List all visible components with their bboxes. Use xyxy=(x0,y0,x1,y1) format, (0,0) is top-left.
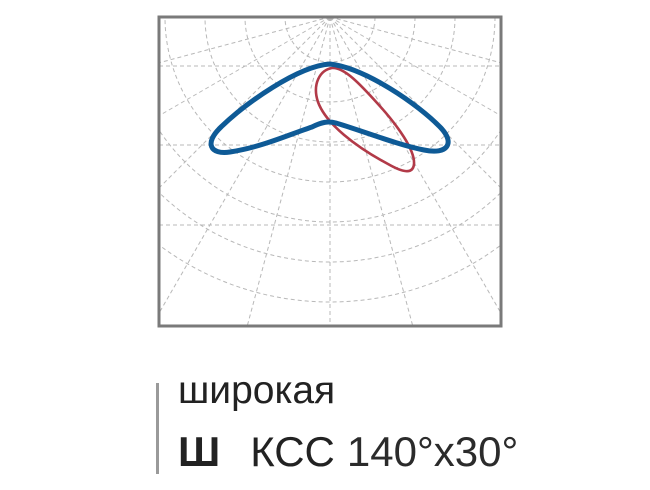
caption-code-line: Ш КСС 140°x30° xyxy=(178,428,518,478)
grid-radial-line xyxy=(159,17,331,117)
curve-label: КСС xyxy=(250,428,335,475)
grid-radial-line xyxy=(159,17,331,189)
polar-light-distribution-diagram xyxy=(157,15,503,328)
distribution-code: Ш xyxy=(178,428,221,475)
polar-grid xyxy=(159,17,501,326)
beam-angles: 140°x30° xyxy=(346,428,519,475)
grid-radial-line xyxy=(329,17,501,189)
grid-radial-line xyxy=(246,17,331,326)
caption-accent-bar xyxy=(156,383,159,474)
diagram-frame xyxy=(157,15,503,328)
grid-radial-line xyxy=(329,17,414,326)
grid-circle xyxy=(204,17,456,143)
transverse-curve-140deg xyxy=(208,61,451,155)
grid-radial-line xyxy=(329,17,501,64)
distribution-type-label: широкая xyxy=(178,369,336,412)
grid-radial-line xyxy=(329,17,501,117)
grid-radial-line xyxy=(159,17,331,64)
longitudinal-curve-30deg xyxy=(314,66,416,173)
